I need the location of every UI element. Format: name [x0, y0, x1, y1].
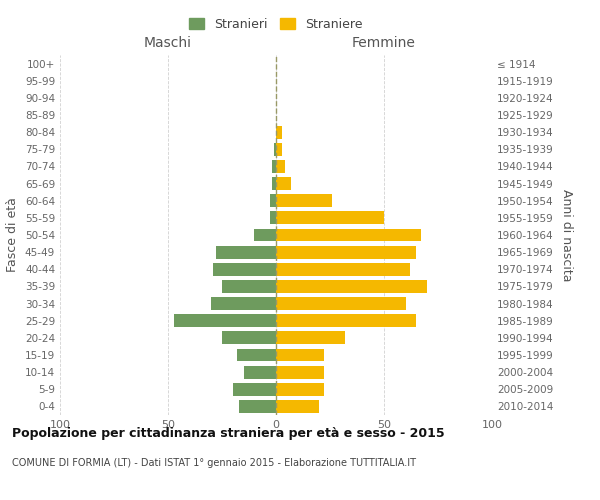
Y-axis label: Fasce di età: Fasce di età [7, 198, 19, 272]
Bar [215, 246, 276, 258]
Bar [276, 160, 284, 173]
Bar [276, 332, 345, 344]
Bar [276, 280, 427, 293]
Y-axis label: Anni di nascita: Anni di nascita [560, 188, 573, 281]
Bar [233, 383, 276, 396]
Bar [175, 314, 276, 327]
Bar [274, 143, 276, 156]
Text: Femmine: Femmine [352, 36, 416, 50]
Bar [276, 212, 384, 224]
Legend: Stranieri, Straniere: Stranieri, Straniere [189, 18, 363, 31]
Bar [211, 297, 276, 310]
Bar [222, 280, 276, 293]
Bar [276, 400, 319, 413]
Bar [276, 246, 416, 258]
Bar [276, 366, 323, 378]
Text: Maschi: Maschi [144, 36, 192, 50]
Bar [237, 348, 276, 362]
Text: Popolazione per cittadinanza straniera per età e sesso - 2015: Popolazione per cittadinanza straniera p… [12, 428, 445, 440]
Bar [269, 212, 276, 224]
Bar [214, 263, 276, 276]
Bar [276, 126, 283, 138]
Bar [239, 400, 276, 413]
Bar [272, 177, 276, 190]
Bar [272, 160, 276, 173]
Bar [276, 297, 406, 310]
Bar [244, 366, 276, 378]
Bar [276, 228, 421, 241]
Bar [276, 177, 291, 190]
Bar [276, 314, 416, 327]
Text: COMUNE DI FORMIA (LT) - Dati ISTAT 1° gennaio 2015 - Elaborazione TUTTITALIA.IT: COMUNE DI FORMIA (LT) - Dati ISTAT 1° ge… [12, 458, 416, 468]
Bar [254, 228, 276, 241]
Bar [276, 348, 323, 362]
Bar [276, 194, 332, 207]
Bar [276, 263, 410, 276]
Bar [276, 143, 283, 156]
Bar [222, 332, 276, 344]
Bar [269, 194, 276, 207]
Bar [276, 383, 323, 396]
